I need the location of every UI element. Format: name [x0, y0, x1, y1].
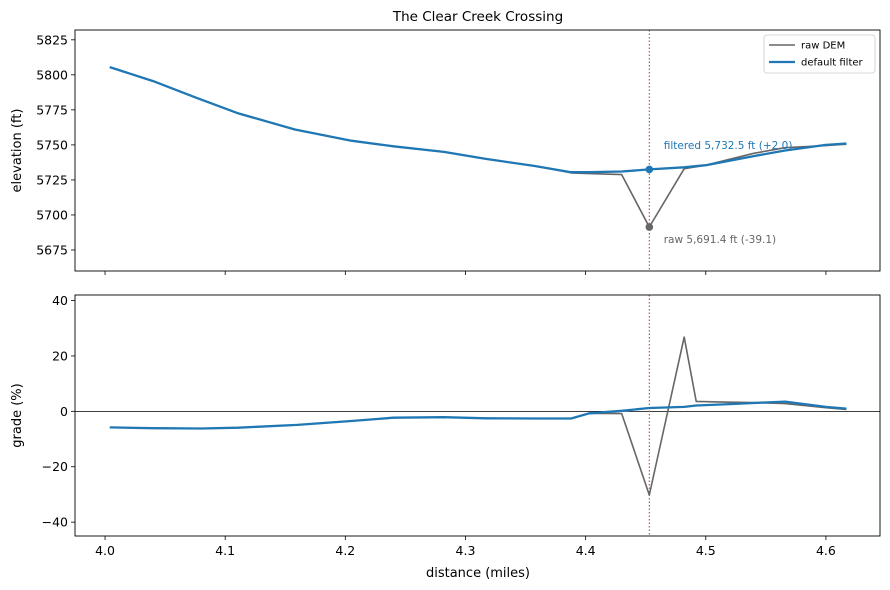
y-axis-label: elevation (ft) [10, 109, 25, 193]
y-axis-label: grade (%) [10, 383, 25, 447]
filtered-point-marker [645, 165, 654, 174]
legend-entry: raw DEM [801, 41, 845, 52]
default-filter-series-line [109, 400, 847, 430]
y-tick-label: 5725 [36, 172, 68, 187]
y-tick-label: −40 [42, 515, 68, 530]
plot-frame [74, 29, 881, 272]
chart-title: The Clear Creek Crossing [392, 9, 563, 25]
legend-entry: default filter [801, 58, 864, 69]
y-tick-label: 20 [52, 348, 68, 363]
y-tick-label: 5675 [36, 242, 68, 257]
y-tick-label: 5800 [36, 67, 68, 82]
y-tick-label: 0 [60, 404, 68, 419]
y-tick-label: −20 [42, 459, 68, 474]
x-tick-label: 4.5 [696, 543, 716, 558]
plot-frame [74, 294, 881, 537]
y-tick-label: 5825 [36, 32, 68, 47]
filtered-annotation: filtered 5,732.5 ft (+2.0) [664, 140, 793, 152]
grade-panel: −40 −20 0 20 40 4.0 4.1 4.2 4.3 4.4 4.5 4.6 grade (%… [10, 293, 881, 558]
raw-annotation: raw 5,691.4 ft (-39.1) [664, 234, 776, 246]
y-tick-label: 5775 [36, 102, 68, 117]
x-tick-label: 4.2 [335, 543, 355, 558]
y-tick-label: 5700 [36, 207, 68, 222]
x-tick-label: 4.6 [816, 543, 836, 558]
raw-point-marker [645, 223, 654, 231]
default-filter-series-line [109, 66, 847, 174]
elevation-panel: 5675 5700 5725 5750 5775 5800 5825 elevation (f… [10, 29, 881, 275]
x-tick-label: 4.1 [215, 543, 235, 558]
x-axis-label: distance (miles) [426, 566, 530, 581]
raw-dem-series-line [109, 336, 847, 496]
y-tick-label: 40 [52, 293, 68, 308]
x-tick-label: 4.3 [456, 543, 476, 558]
legend: raw DEM default filter [763, 34, 876, 74]
x-tick-label: 4.4 [576, 543, 596, 558]
x-tick-label: 4.0 [95, 543, 115, 558]
y-tick-label: 5750 [36, 137, 68, 152]
